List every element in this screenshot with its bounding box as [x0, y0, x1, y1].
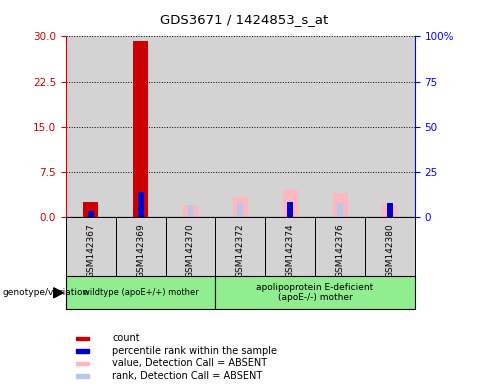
Bar [83, 202, 98, 217]
Bar [165, 36, 215, 217]
Bar [387, 204, 393, 217]
Text: wildtype (apoE+/+) mother: wildtype (apoE+/+) mother [83, 288, 199, 297]
Bar [215, 276, 415, 309]
Text: GSM142376: GSM142376 [336, 223, 345, 278]
Bar [66, 36, 116, 217]
Text: value, Detection Call = ABSENT: value, Detection Call = ABSENT [112, 358, 267, 368]
Bar [287, 201, 293, 217]
Text: GSM142369: GSM142369 [136, 223, 145, 278]
Text: count: count [112, 333, 140, 343]
Bar [76, 374, 89, 377]
Bar [116, 217, 165, 276]
Bar [383, 205, 397, 217]
Bar [66, 276, 215, 309]
Text: apolipoprotein E-deficient
(apoE-/-) mother: apolipoprotein E-deficient (apoE-/-) mot… [257, 283, 374, 303]
Text: GDS3671 / 1424853_s_at: GDS3671 / 1424853_s_at [160, 13, 328, 26]
Bar [365, 217, 415, 276]
Text: GSM142380: GSM142380 [386, 223, 394, 278]
Text: GSM142367: GSM142367 [86, 223, 95, 278]
Bar [287, 202, 293, 217]
Text: genotype/variation: genotype/variation [2, 288, 89, 297]
Text: GSM142372: GSM142372 [236, 223, 245, 278]
Bar [365, 36, 415, 217]
Bar [215, 217, 265, 276]
Bar [315, 36, 365, 217]
Bar [76, 349, 89, 353]
Bar [332, 194, 347, 217]
Bar [233, 197, 248, 217]
Bar [265, 36, 315, 217]
Bar [66, 217, 116, 276]
Text: GSM142370: GSM142370 [186, 223, 195, 278]
Bar [215, 36, 265, 217]
Bar [76, 337, 89, 340]
Bar [315, 217, 365, 276]
Bar [88, 211, 94, 217]
Text: rank, Detection Call = ABSENT: rank, Detection Call = ABSENT [112, 371, 263, 381]
Bar [337, 203, 343, 217]
Polygon shape [54, 288, 63, 298]
Bar [165, 217, 215, 276]
Bar [138, 192, 143, 217]
Bar [237, 204, 244, 217]
Bar [116, 36, 165, 217]
Text: GSM142374: GSM142374 [285, 223, 295, 278]
Bar [265, 217, 315, 276]
Bar [76, 362, 89, 365]
Bar [183, 205, 198, 217]
Bar [283, 190, 298, 217]
Bar [187, 205, 193, 217]
Bar [133, 41, 148, 217]
Text: percentile rank within the sample: percentile rank within the sample [112, 346, 277, 356]
